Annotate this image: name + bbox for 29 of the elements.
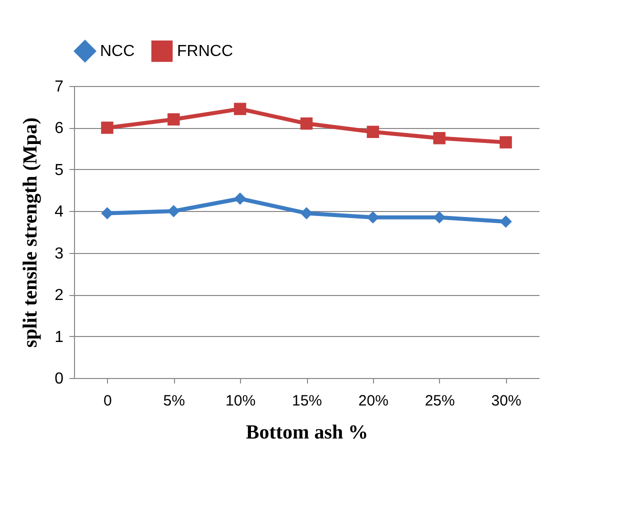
x-axis-title: Bottom ash % — [246, 422, 368, 444]
point — [168, 205, 180, 218]
point — [300, 117, 313, 130]
point — [168, 113, 180, 126]
legend-label: NCC — [100, 43, 135, 60]
point — [500, 136, 512, 148]
y-tick-label: 6 — [54, 120, 64, 138]
y-tick-label: 3 — [54, 245, 64, 262]
x-tick-label: 0 — [104, 392, 112, 410]
y-tick-label: 0 — [54, 370, 64, 388]
y-axis-title: split tensile strength (Mpa) — [20, 117, 42, 348]
point — [500, 215, 512, 228]
point — [433, 132, 446, 144]
x-tick-label: 10% — [226, 392, 256, 410]
x-tick-label: 5% — [163, 392, 185, 410]
x-tick-label: 25% — [424, 392, 455, 410]
point — [234, 192, 246, 205]
point — [366, 126, 380, 138]
x-tick-label: 15% — [292, 392, 322, 410]
y-tick-label: 5 — [54, 162, 64, 179]
y-tick-label: 4 — [54, 204, 64, 221]
point — [101, 122, 114, 134]
y-tick-label: 7 — [54, 78, 64, 96]
y-tick-label: 1 — [54, 328, 64, 346]
point — [234, 102, 246, 116]
y-tick-label: 2 — [54, 287, 64, 304]
x-tick-label: 30% — [491, 392, 522, 410]
x-tick-label: 20% — [358, 392, 388, 410]
legend-label: FRNCC — [177, 43, 233, 60]
